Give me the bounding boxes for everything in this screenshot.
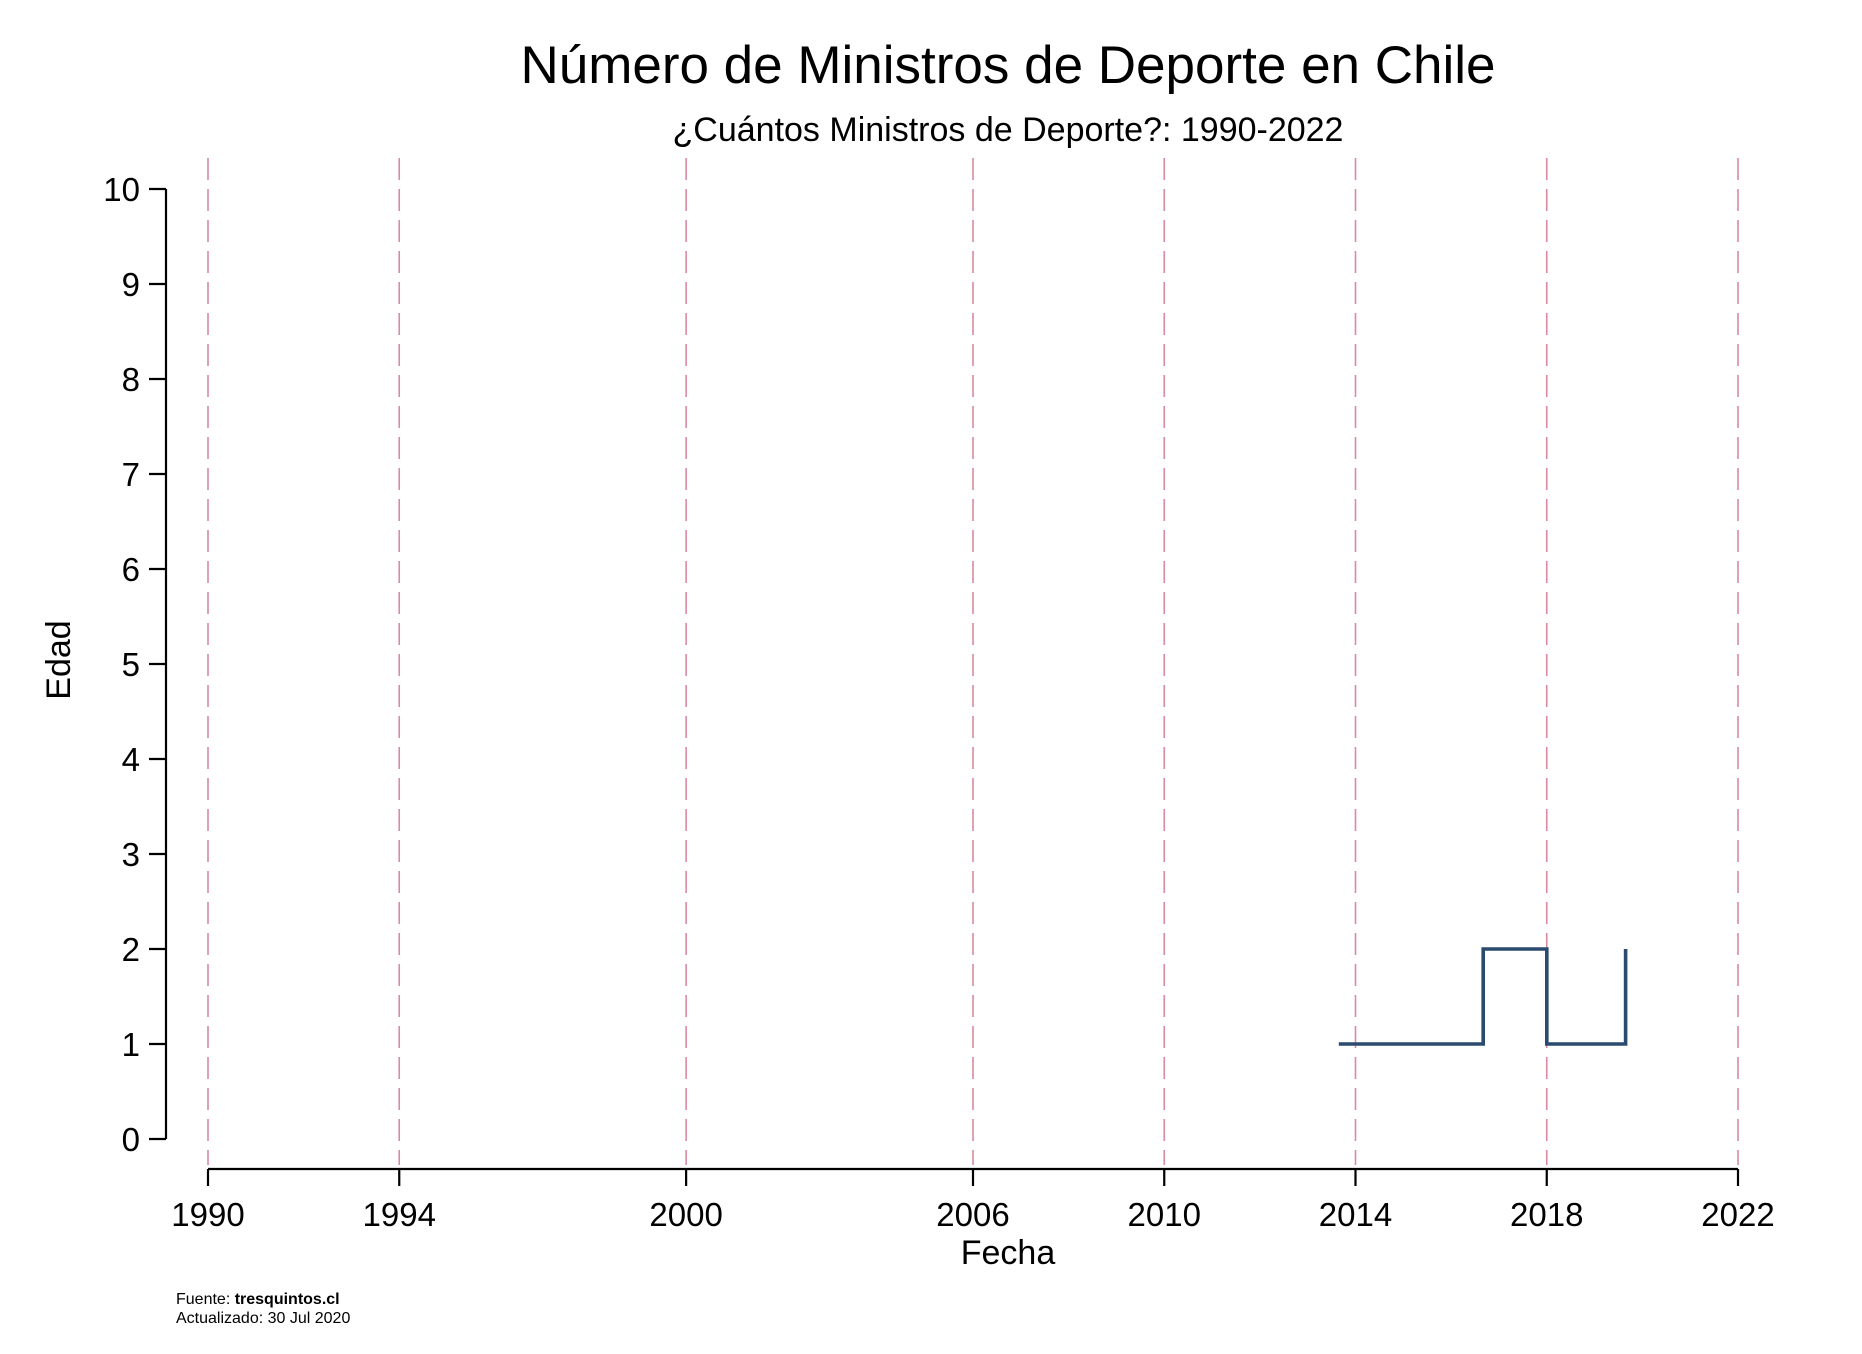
- y-tick-label-10: 10: [103, 171, 140, 208]
- reference-lines: [207, 158, 1739, 1165]
- y-tick-label-2: 2: [122, 931, 140, 968]
- series-line-0: [1338, 947, 1628, 1046]
- x-tick-label-2014: 2014: [1319, 1196, 1392, 1233]
- y-tick-label-7: 7: [122, 456, 140, 493]
- y-tick-label-8: 8: [122, 361, 140, 398]
- x-tick-label-2022: 2022: [1701, 1196, 1774, 1233]
- x-axis: 1990 1994 2000 2006 2010 2014 2018 2022: [171, 1167, 1775, 1233]
- x-axis-label: Fecha: [961, 1234, 1056, 1272]
- x-tick-label-2018: 2018: [1510, 1196, 1583, 1233]
- source-prefix: Fuente:: [176, 1291, 235, 1308]
- y-tick-label-0: 0: [122, 1121, 140, 1158]
- y-tick-label-4: 4: [122, 741, 140, 778]
- source-name: tresquintos.cl: [234, 1291, 340, 1308]
- x-tick-label-1990: 1990: [171, 1196, 244, 1233]
- x-tick-label-2010: 2010: [1128, 1196, 1201, 1233]
- y-axis-label: Edad: [40, 620, 78, 699]
- footer: Fuente: tresquintos.cl Actualizado: 30 J…: [176, 1290, 350, 1328]
- chart-subtitle: ¿Cuántos Ministros de Deporte?: 1990-202…: [673, 111, 1344, 149]
- updated-line: Actualizado: 30 Jul 2020: [176, 1310, 351, 1327]
- chart-title: Número de Ministros de Deporte en Chile: [520, 36, 1495, 95]
- x-tick-label-2000: 2000: [649, 1196, 722, 1233]
- source-line: Fuente: tresquintos.cl: [176, 1290, 350, 1309]
- y-axis: 0 1 2 3 4 5 6 7 8 9 10: [103, 171, 168, 1158]
- y-tick-label-3: 3: [122, 836, 140, 873]
- y-tick-label-5: 5: [122, 646, 140, 683]
- x-tick-label-2006: 2006: [936, 1196, 1009, 1233]
- y-tick-label-1: 1: [122, 1026, 140, 1063]
- y-tick-label-6: 6: [122, 551, 140, 588]
- y-tick-label-9: 9: [122, 266, 140, 303]
- series-layer: [1338, 947, 1628, 1046]
- x-tick-label-1994: 1994: [363, 1196, 436, 1233]
